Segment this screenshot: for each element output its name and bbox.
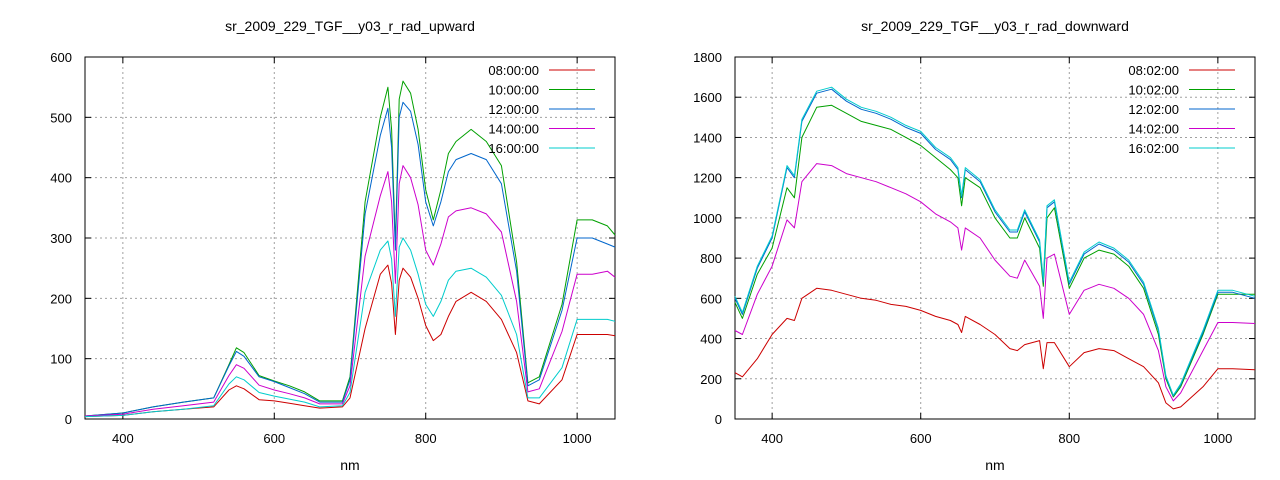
- chart-2: 400 600 800 1000 0 200 400 600 800 1000 1200 1400 16…: [693, 18, 1256, 473]
- y-tick-label: 1000: [693, 211, 722, 226]
- y-tick-label: 1200: [693, 171, 722, 186]
- y-tick-label: 600: [50, 50, 72, 65]
- legend-label: 08:00:00: [488, 63, 539, 78]
- y-tick-label: 400: [700, 332, 722, 347]
- y-tick-label: 600: [700, 291, 722, 306]
- chart-1: 400 600 800 1000 0 100 200 300 400 500 600 sr_2009_…: [50, 18, 616, 473]
- y-tick-label: 0: [715, 412, 722, 427]
- y-tick-label: 200: [700, 372, 722, 387]
- y-tick-label: 1600: [693, 90, 722, 105]
- legend-label: 12:00:00: [488, 102, 539, 117]
- x-axis-label: nm: [340, 457, 359, 473]
- chart-title: sr_2009_229_TGF__y03_r_rad_upward: [225, 18, 475, 34]
- x-tick-label: 800: [415, 431, 437, 446]
- series-line-08-02-00: [734, 287, 1256, 410]
- series-line-14-02-00: [734, 163, 1256, 402]
- x-axis-label: nm: [985, 457, 1004, 473]
- legend-label: 14:02:00: [1128, 122, 1179, 137]
- y-tick-label: 500: [50, 110, 72, 125]
- y-tick-label: 400: [50, 171, 72, 186]
- y-tick-label: 300: [50, 231, 72, 246]
- x-tick-label: 400: [112, 431, 134, 446]
- y-tick-label: 1800: [693, 50, 722, 65]
- legend-label: 16:02:00: [1128, 141, 1179, 156]
- chart-title: sr_2009_229_TGF__y03_r_rad_downward: [861, 18, 1129, 34]
- x-tick-label: 400: [761, 431, 783, 446]
- y-tick-label: 1400: [693, 130, 722, 145]
- legend-label: 14:00:00: [488, 122, 539, 137]
- series-line-14-00-00: [84, 165, 616, 417]
- x-tick-label: 800: [1058, 431, 1080, 446]
- y-tick-label: 200: [50, 291, 72, 306]
- plot-frame: [734, 56, 1256, 420]
- series-line-08-00-00: [84, 264, 616, 418]
- x-tick-label: 600: [263, 431, 285, 446]
- series-line-16-00-00: [84, 237, 616, 418]
- series-line-12-00-00: [84, 101, 616, 417]
- series-line-16-02-00: [734, 86, 1256, 396]
- x-tick-label: 1000: [563, 431, 592, 446]
- series-line-10-02-00: [734, 104, 1255, 398]
- legend-label: 08:02:00: [1128, 63, 1179, 78]
- legend-label: 16:00:00: [488, 141, 539, 156]
- legend-label: 12:02:00: [1128, 102, 1179, 117]
- legend-label: 10:00:00: [488, 83, 539, 98]
- legend-label: 10:02:00: [1128, 83, 1179, 98]
- x-tick-label: 1000: [1203, 431, 1232, 446]
- x-tick-label: 600: [910, 431, 932, 446]
- y-tick-label: 100: [50, 352, 72, 367]
- y-tick-label: 800: [700, 251, 722, 266]
- y-tick-label: 0: [65, 412, 72, 427]
